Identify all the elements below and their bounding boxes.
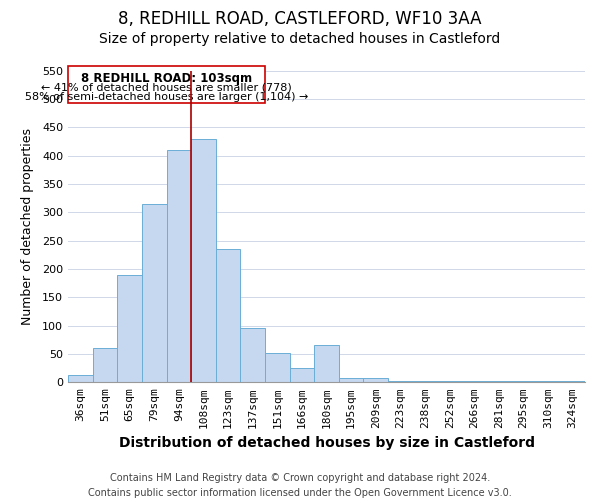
- Bar: [265, 353, 290, 382]
- Bar: [364, 378, 388, 382]
- Bar: [462, 381, 487, 382]
- Bar: [142, 204, 167, 382]
- Bar: [191, 138, 216, 382]
- Bar: [487, 381, 511, 382]
- Text: Size of property relative to detached houses in Castleford: Size of property relative to detached ho…: [100, 32, 500, 46]
- Text: 8, REDHILL ROAD, CASTLEFORD, WF10 3AA: 8, REDHILL ROAD, CASTLEFORD, WF10 3AA: [118, 10, 482, 28]
- Bar: [93, 348, 118, 382]
- Bar: [511, 381, 536, 382]
- Bar: [241, 328, 265, 382]
- Text: 58% of semi-detached houses are larger (1,104) →: 58% of semi-detached houses are larger (…: [25, 92, 308, 102]
- Text: Contains HM Land Registry data © Crown copyright and database right 2024.
Contai: Contains HM Land Registry data © Crown c…: [88, 472, 512, 498]
- Bar: [118, 274, 142, 382]
- Bar: [68, 375, 93, 382]
- Text: ← 41% of detached houses are smaller (778): ← 41% of detached houses are smaller (77…: [41, 82, 292, 92]
- Bar: [536, 381, 560, 382]
- Bar: [167, 150, 191, 382]
- Bar: [560, 381, 585, 382]
- Bar: [437, 381, 462, 382]
- Text: 8 REDHILL ROAD: 103sqm: 8 REDHILL ROAD: 103sqm: [81, 72, 252, 85]
- Bar: [314, 346, 339, 383]
- Bar: [290, 368, 314, 382]
- FancyBboxPatch shape: [68, 66, 265, 103]
- X-axis label: Distribution of detached houses by size in Castleford: Distribution of detached houses by size …: [119, 436, 535, 450]
- Bar: [413, 381, 437, 382]
- Y-axis label: Number of detached properties: Number of detached properties: [21, 128, 34, 325]
- Bar: [339, 378, 364, 382]
- Bar: [216, 249, 241, 382]
- Bar: [388, 381, 413, 382]
